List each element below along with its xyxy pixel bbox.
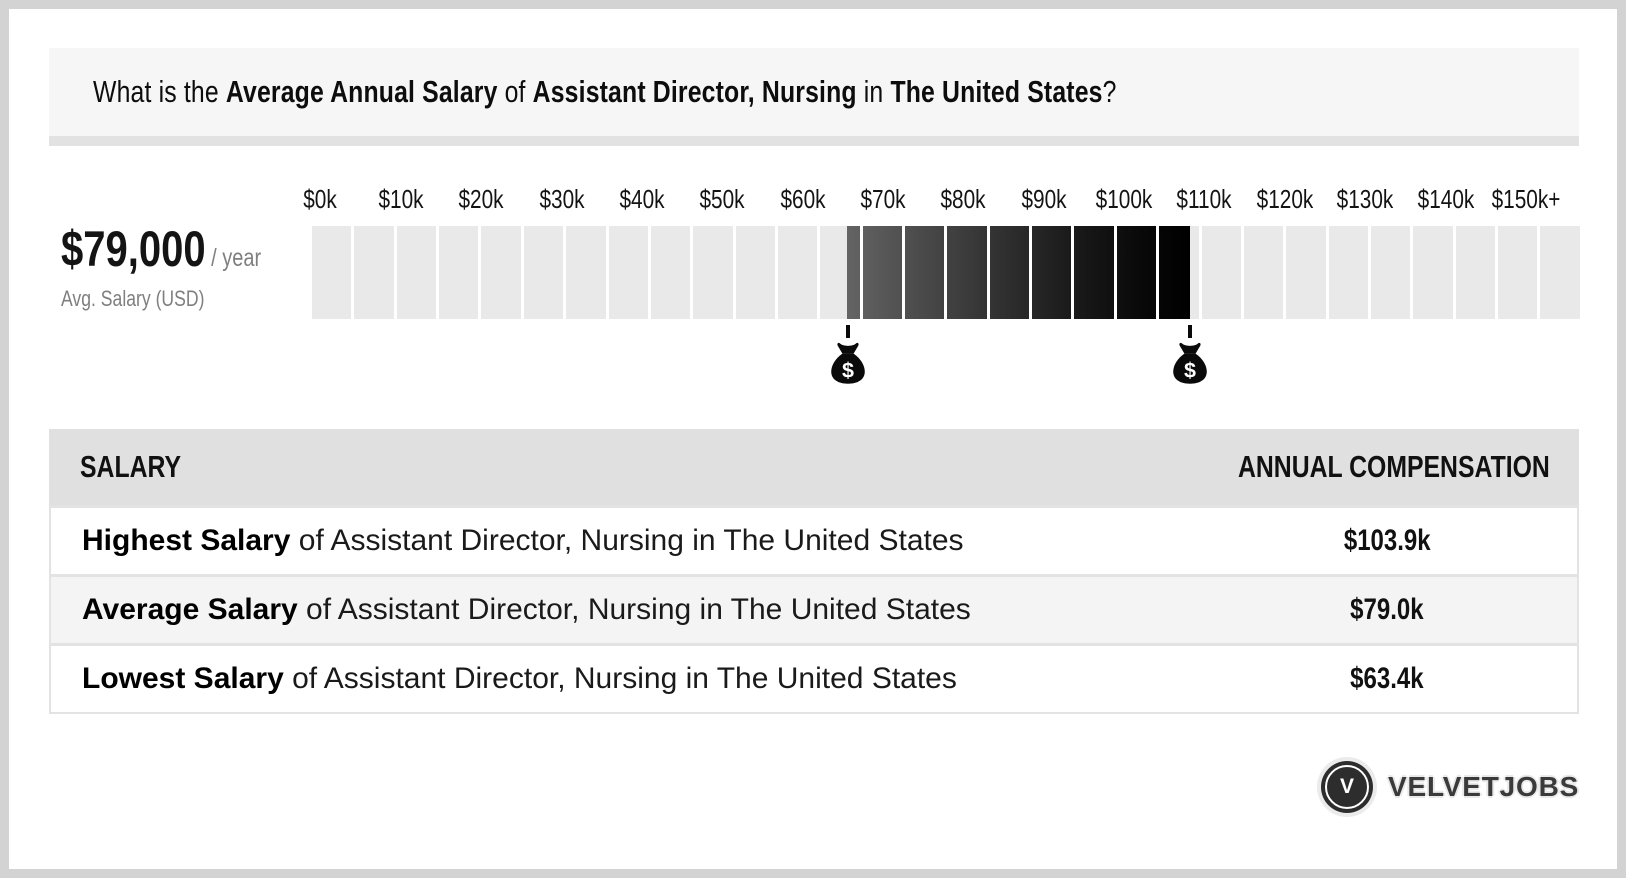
svg-text:$: $ (842, 358, 854, 382)
bar-segment (523, 226, 564, 319)
logo-name: VELVETJOBS (1388, 771, 1580, 802)
velvetjobs-logo: V VELVETJOBS (1321, 761, 1579, 813)
bar-segment (947, 226, 987, 319)
bar-segment (439, 226, 479, 319)
row-label: Average Salary of Assistant Director, Nu… (82, 593, 971, 626)
title-part: in (856, 74, 891, 109)
axis-tick-label: $10k (378, 184, 424, 214)
axis-tick-label: $0k (303, 184, 338, 214)
axis-tick-label: $130k (1336, 184, 1394, 214)
bar-segment (735, 226, 775, 319)
infographic-card: What is the Average Annual Salary of Ass… (9, 9, 1617, 869)
bar-segment (1201, 226, 1241, 319)
axis-tick-label: $60k (780, 184, 826, 214)
salary-scale-bar (312, 226, 1580, 319)
compensation-column-header: ANNUAL COMPENSATION (1237, 449, 1550, 484)
axis-tick-label: $80k (940, 184, 986, 214)
bar-segment (1455, 226, 1496, 319)
table-row: Lowest Salary of Assistant Director, Nur… (51, 646, 1577, 712)
bar-segment (1286, 226, 1326, 319)
title-panel: What is the Average Annual Salary of Ass… (49, 48, 1579, 136)
title-part-bold: The United States (890, 74, 1103, 109)
axis-tick-label: $90k (1021, 184, 1067, 214)
bar-segment (312, 226, 352, 319)
row-value: $103.9k (1343, 524, 1431, 557)
salary-summary: $79,000 / year Avg. Salary (USD) (61, 224, 311, 310)
title-part-bold: Assistant Director, Nursing (532, 74, 857, 109)
bar-segment (777, 226, 818, 319)
axis-tick-label: $50k (699, 184, 745, 214)
bar-segment (566, 226, 606, 319)
title-part: What is the (93, 74, 226, 109)
axis-tick-label: $70k (860, 184, 906, 214)
logo-monogram-icon: V (1321, 761, 1373, 813)
axis-tick-label: $20k (458, 184, 504, 214)
table-row: Average Salary of Assistant Director, Nu… (51, 577, 1577, 643)
bar-segment (1116, 226, 1157, 319)
salary-axis: $0k $10k $20k $30k $40k $50k $60k $70k $80k $90k $… (304, 184, 1580, 218)
lowest-salary-marker: $ (829, 325, 867, 385)
bar-segment (1243, 226, 1284, 319)
highest-salary-marker: $ (1171, 325, 1209, 385)
row-value: $63.4k (1350, 662, 1424, 695)
bar-segment (396, 226, 437, 319)
bar-segment (1370, 226, 1411, 319)
title-part: of (497, 74, 533, 109)
table-header-row: SALARY ANNUAL COMPENSATION (49, 429, 1579, 505)
axis-tick-label: $100k (1095, 184, 1153, 214)
page-title: What is the Average Annual Salary of Ass… (49, 74, 1372, 110)
salary-markers: $ $ (312, 319, 1580, 409)
marker-dash (1188, 325, 1193, 338)
axis-tick-label: $30k (539, 184, 585, 214)
axis-tick-label: $140k (1417, 184, 1474, 214)
salary-table: SALARY ANNUAL COMPENSATION Highest Salar… (49, 429, 1579, 714)
money-bag-icon: $ (1173, 342, 1208, 384)
bar-segment (354, 226, 394, 319)
title-part-bold: Average Annual Salary (225, 74, 498, 109)
bar-segment (862, 226, 903, 319)
average-salary-caption: Avg. Salary (USD) (61, 286, 205, 311)
per-year-label: / year (205, 244, 262, 272)
bar-segment (481, 226, 521, 319)
bar-segment (820, 226, 860, 319)
money-bag-icon: $ (831, 342, 865, 384)
axis-tick-label: $120k (1256, 184, 1314, 214)
bar-segment (989, 226, 1030, 319)
bar-segment (1540, 226, 1580, 319)
row-label: Lowest Salary of Assistant Director, Nur… (82, 662, 957, 695)
row-value: $79.0k (1350, 593, 1424, 626)
row-label: Highest Salary of Assistant Director, Nu… (82, 524, 964, 557)
salary-scale-chart: $0k $10k $20k $30k $40k $50k $60k $70k $80k $90k $… (304, 184, 1580, 409)
bar-segment (1074, 226, 1114, 319)
axis-tick-label: $150k+ (1491, 184, 1561, 214)
bar-segment (1498, 226, 1538, 319)
title-part: ? (1102, 74, 1117, 109)
svg-text:$: $ (1184, 358, 1196, 382)
bar-segment (1159, 226, 1199, 319)
bar-segment (1328, 226, 1368, 319)
axis-tick-label: $40k (619, 184, 665, 214)
bar-segment (693, 226, 733, 319)
bar-segment (1413, 226, 1453, 319)
salary-column-header: SALARY (80, 449, 182, 484)
axis-tick-label: $110k (1176, 184, 1233, 214)
bar-segment (1032, 226, 1072, 319)
bar-segment (608, 226, 648, 319)
average-salary-amount: $79,000 (61, 221, 206, 277)
marker-dash (845, 325, 850, 338)
table-row: Highest Salary of Assistant Director, Nu… (51, 508, 1577, 574)
bar-segment (905, 226, 945, 319)
bar-segment (650, 226, 691, 319)
